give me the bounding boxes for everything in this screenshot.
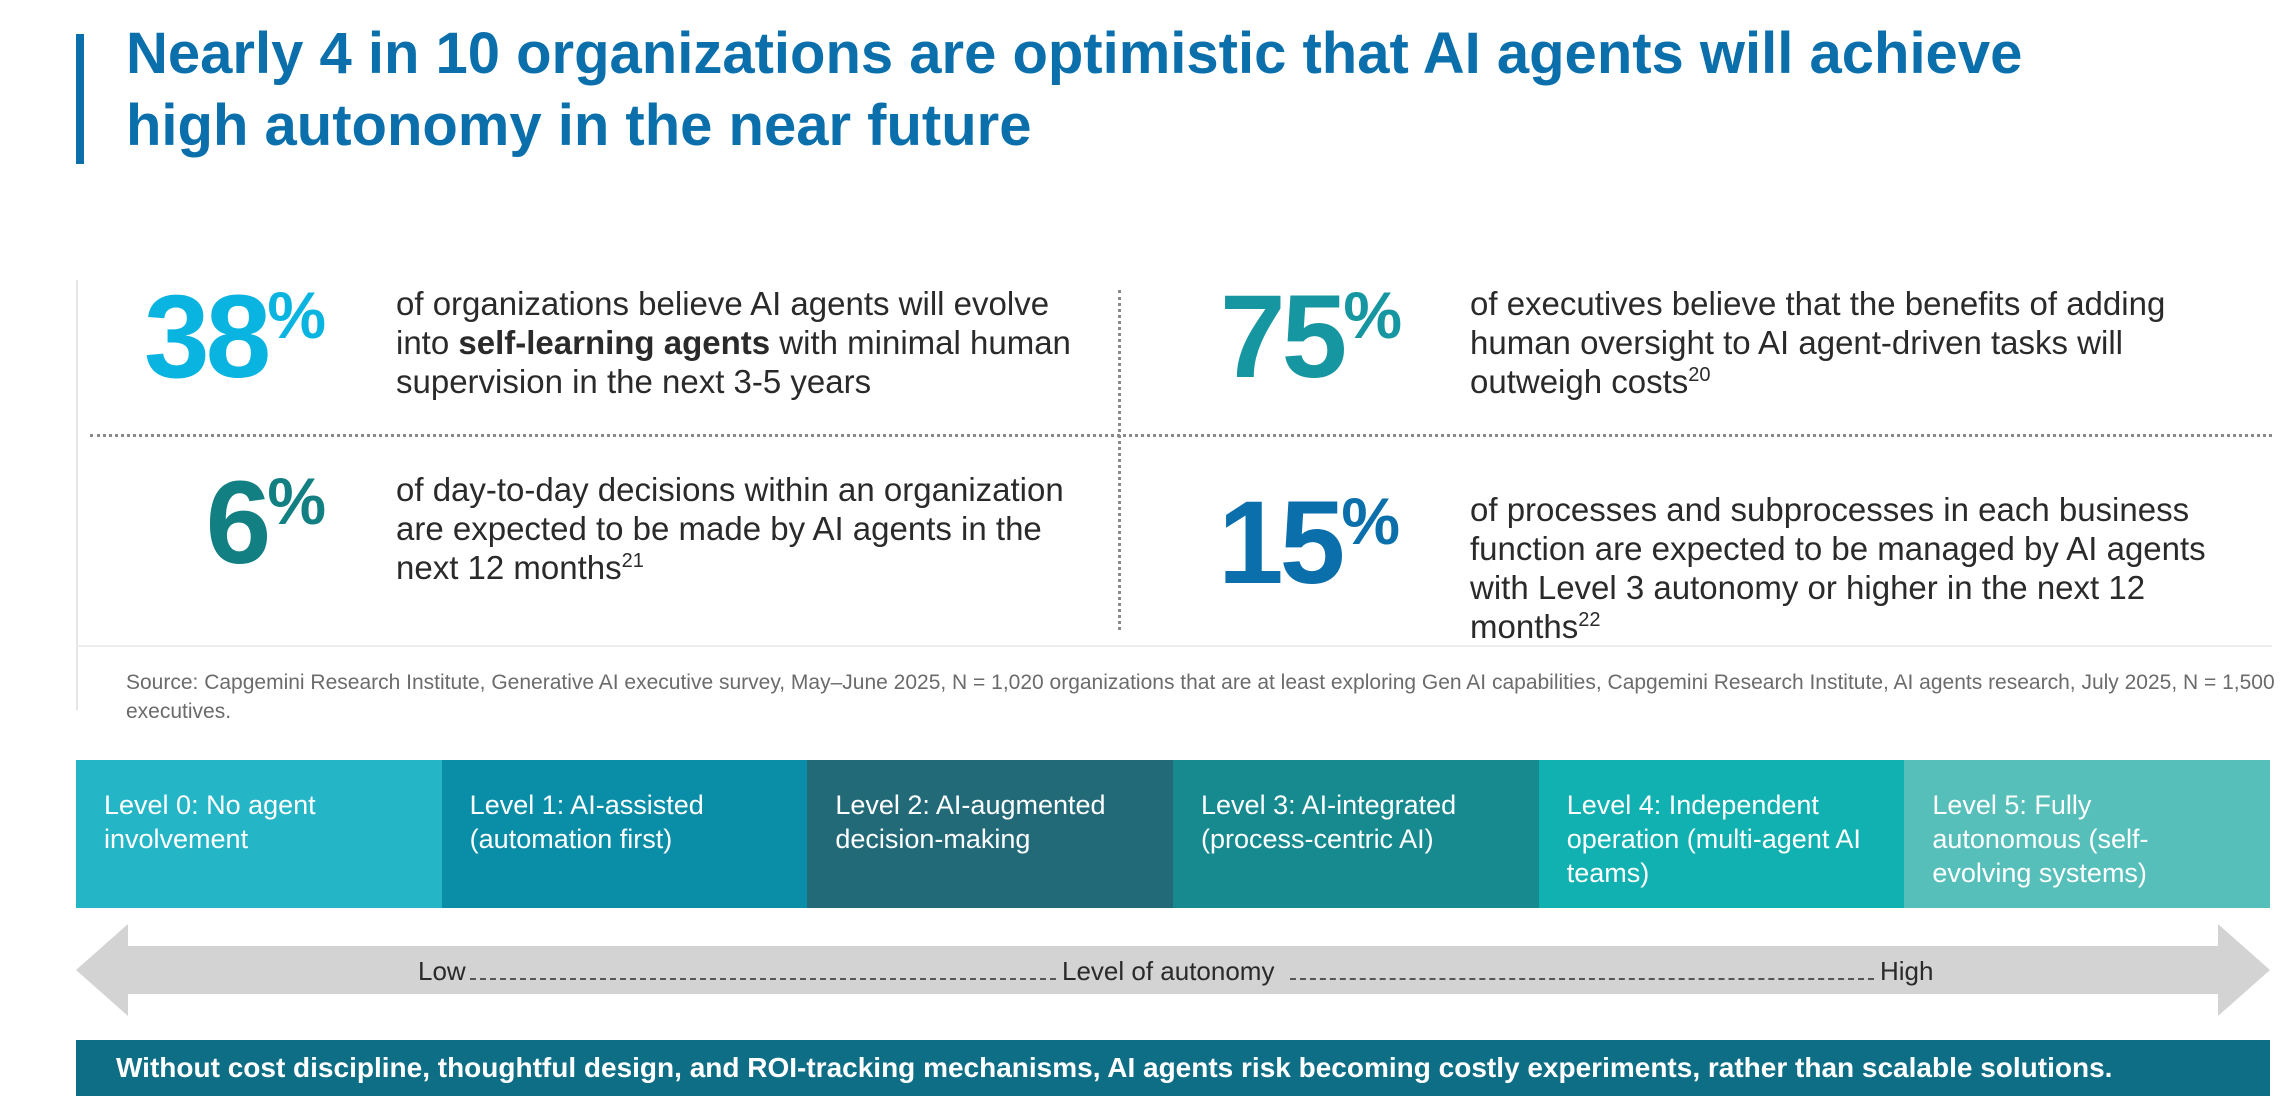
stat-75-percent-sign: % <box>1343 278 1402 352</box>
level-5-box: Level 5: Fully autonomous (self-evolving… <box>1904 760 2271 908</box>
axis-middle-label: Level of autonomy <box>1062 956 1275 986</box>
axis-high-label: High <box>1880 956 1934 986</box>
level-4-box: Level 4: Independent operation (multi-ag… <box>1538 760 1905 908</box>
level-3-box: Level 3: AI-integrated (process-centric … <box>1173 760 1539 908</box>
page-title-line1: Nearly 4 in 10 organizations are optimis… <box>126 21 2023 86</box>
autonomy-levels: Level 0: No agent involvement Level 1: A… <box>76 760 2271 908</box>
stats-vertical-divider <box>1118 290 1121 630</box>
stats-left-border <box>76 280 78 710</box>
double-arrow-icon <box>76 924 2270 1016</box>
autonomy-arrow <box>76 920 2270 1020</box>
stat-6-number: 6% <box>96 464 326 582</box>
stat-38-value: 38 <box>144 271 271 403</box>
stat-38-percent-sign: % <box>267 278 326 352</box>
stat-15-percent-sign: % <box>1341 484 1400 558</box>
level-0-label: Level 0: No agent involvement <box>104 790 316 854</box>
level-2-box: Level 2: AI-augmented decision-making <box>807 760 1174 908</box>
stats-bottom-border <box>76 645 2272 647</box>
page-title: Nearly 4 in 10 organizations are optimis… <box>126 18 2206 162</box>
stat-75-footnote: 20 <box>1688 364 1711 386</box>
stat-6-value: 6 <box>205 457 272 589</box>
level-2-label: Level 2: AI-augmented decision-making <box>835 790 1106 854</box>
stats-horizontal-divider <box>90 434 2272 437</box>
level-1-box: Level 1: AI-assisted (automation first) <box>441 760 808 908</box>
level-0-box: Level 0: No agent involvement <box>76 760 442 908</box>
title-accent-bar <box>76 34 84 164</box>
stat-15-number: 15% <box>1170 484 1400 602</box>
stat-15-value: 15 <box>1218 477 1345 609</box>
stat-38-text-post: with minimal human supervision in the ne… <box>396 324 1071 400</box>
stat-15-text: of processes and subprocesses in each bu… <box>1470 491 2206 645</box>
axis-low-label: Low <box>418 956 466 986</box>
stat-6-text: of day-to-day decisions within an organi… <box>396 471 1064 586</box>
bottom-banner: Without cost discipline, thoughtful desi… <box>76 1040 2270 1096</box>
stat-6-description: of day-to-day decisions within an organi… <box>396 470 1096 587</box>
stat-38-number: 38% <box>96 278 326 396</box>
stat-75-number: 75% <box>1172 278 1402 396</box>
stat-38-description: of organizations believe AI agents will … <box>396 284 1096 401</box>
level-3-label: Level 3: AI-integrated (process-centric … <box>1201 790 1457 854</box>
axis-dash-left <box>470 978 1056 980</box>
stat-38-text-bold: self-learning agents <box>458 324 771 361</box>
stat-15-footnote: 22 <box>1578 609 1601 631</box>
page-title-line2: high autonomy in the near future <box>126 93 1032 158</box>
stat-15-description: of processes and subprocesses in each bu… <box>1470 490 2270 646</box>
stat-6-percent-sign: % <box>267 464 326 538</box>
stat-38-text-pre: of organizations believe AI agents will … <box>396 285 1050 361</box>
source-note: Source: Capgemini Research Institute, Ge… <box>126 671 2275 723</box>
stat-75-text: of executives believe that the benefits … <box>1470 285 2166 400</box>
stat-75-value: 75 <box>1220 271 1347 403</box>
stat-6-footnote: 21 <box>621 550 644 572</box>
level-1-label: Level 1: AI-assisted (automation first) <box>469 790 704 854</box>
stat-75-description: of executives believe that the benefits … <box>1470 284 2250 401</box>
level-5-label: Level 5: Fully autonomous (self-evolving… <box>1932 790 2149 888</box>
level-4-label: Level 4: Independent operation (multi-ag… <box>1566 790 1861 888</box>
axis-dash-right <box>1290 978 1874 980</box>
